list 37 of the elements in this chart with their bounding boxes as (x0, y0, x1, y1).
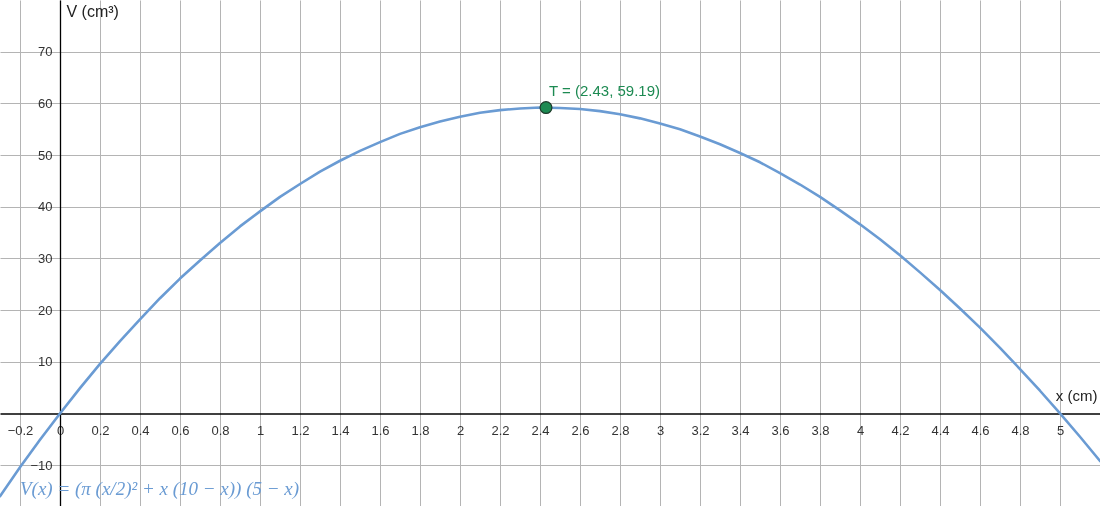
x-tick-label: 4 (856, 422, 865, 438)
x-tick-label: 3.4 (731, 422, 750, 438)
x-tick-label: 4.4 (931, 422, 950, 438)
x-tick-label: 2 (456, 422, 465, 438)
x-tick-label: 1.8 (411, 422, 430, 438)
x-tick-label: 4.2 (891, 422, 910, 438)
x-tick-label: 4.8 (1011, 422, 1030, 438)
x-tick-label: 2.6 (571, 422, 590, 438)
x-tick-label: 3.8 (811, 422, 830, 438)
x-tick-label: 5 (1056, 422, 1065, 438)
y-tick-label: 70 (38, 44, 53, 60)
y-tick-label: 50 (38, 147, 53, 163)
x-tick-label: 3.6 (771, 422, 790, 438)
x-tick-label: 4.6 (971, 422, 990, 438)
x-axis-title: x (cm) (1055, 386, 1098, 404)
x-tick-label: 1.4 (331, 422, 350, 438)
x-tick-label: 1.2 (291, 422, 310, 438)
x-tick-label: 0.8 (211, 422, 230, 438)
x-tick-label: 0.4 (131, 422, 150, 438)
x-tick-label: 2.4 (531, 422, 550, 438)
x-tick-label: 0.6 (171, 422, 190, 438)
y-tick-label: 60 (38, 95, 53, 111)
x-tick-label: −0.2 (7, 422, 34, 438)
y-axis-title: V (cm³) (66, 2, 119, 20)
y-tick-label: 30 (38, 250, 53, 266)
x-tick-label: 1.6 (371, 422, 390, 438)
x-tick-label: 0.2 (91, 422, 110, 438)
x-tick-label: 2.8 (611, 422, 630, 438)
x-tick-label: 3 (656, 422, 665, 438)
x-tick-label: 2.2 (491, 422, 510, 438)
y-tick-label: 10 (38, 354, 53, 370)
y-tick-label: 40 (38, 199, 53, 215)
x-tick-label: 3.2 (691, 422, 710, 438)
annotation: T = (2.43, 59.19) (549, 81, 661, 99)
x-tick-label: 1 (256, 422, 265, 438)
y-tick-label: −10 (30, 457, 53, 473)
y-tick-label: 20 (38, 302, 53, 318)
